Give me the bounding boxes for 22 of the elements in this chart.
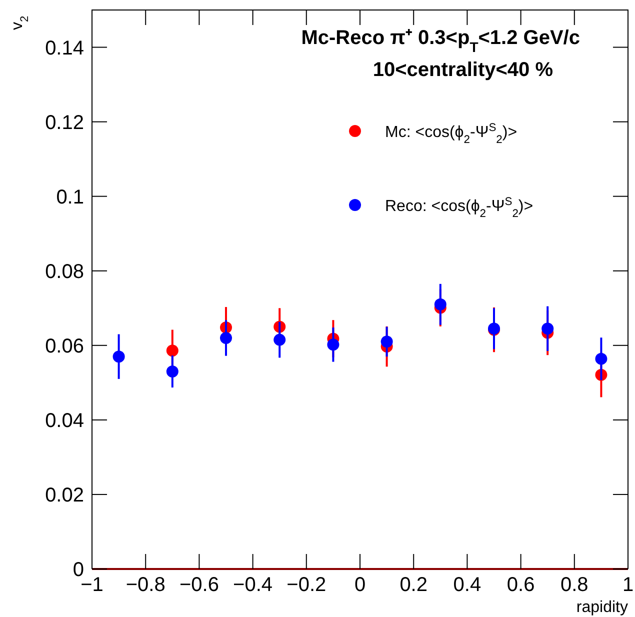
x-tick-label: −0.2 — [286, 574, 326, 596]
x-tick-label: 0.2 — [400, 574, 428, 596]
x-tick-label: 0.4 — [453, 574, 482, 596]
x-tick-label: −0.4 — [233, 574, 273, 596]
y-tick-label: 0.04 — [45, 410, 84, 432]
legend-label: Reco: <cos(ϕ$_{2}$-Ψ$^{S}$$_{2}$)> — [385, 196, 534, 220]
y-tick-label: 0.14 — [45, 37, 84, 60]
x-tick-label: −0.6 — [179, 574, 219, 596]
legend-label: Mc: <cos(ϕ$_{2}$-Ψ$^{S}$$_{2}$)> — [385, 122, 518, 146]
y-tick-label: 0.02 — [45, 484, 84, 506]
y-tick-label: 0.08 — [45, 260, 84, 283]
y-tick-label: 0.06 — [45, 335, 84, 358]
x-tick-label: −0.8 — [126, 574, 166, 596]
x-tick-label: 0 — [354, 574, 366, 596]
x-tick-label: 0.6 — [506, 574, 535, 596]
text: 10<centrality<40 % — [372, 59, 554, 81]
text: Mc-Reco π⁺ 0.3<p$_{T}$<1.2 GeV/c — [301, 27, 580, 55]
x-tick-label: 1 — [622, 574, 634, 596]
y-tick-label: 0.1 — [56, 186, 84, 208]
y-tick-label: 0.12 — [45, 112, 84, 134]
x-axis-title: rapidity — [576, 599, 628, 616]
x-tick-label: 0.8 — [560, 574, 588, 596]
